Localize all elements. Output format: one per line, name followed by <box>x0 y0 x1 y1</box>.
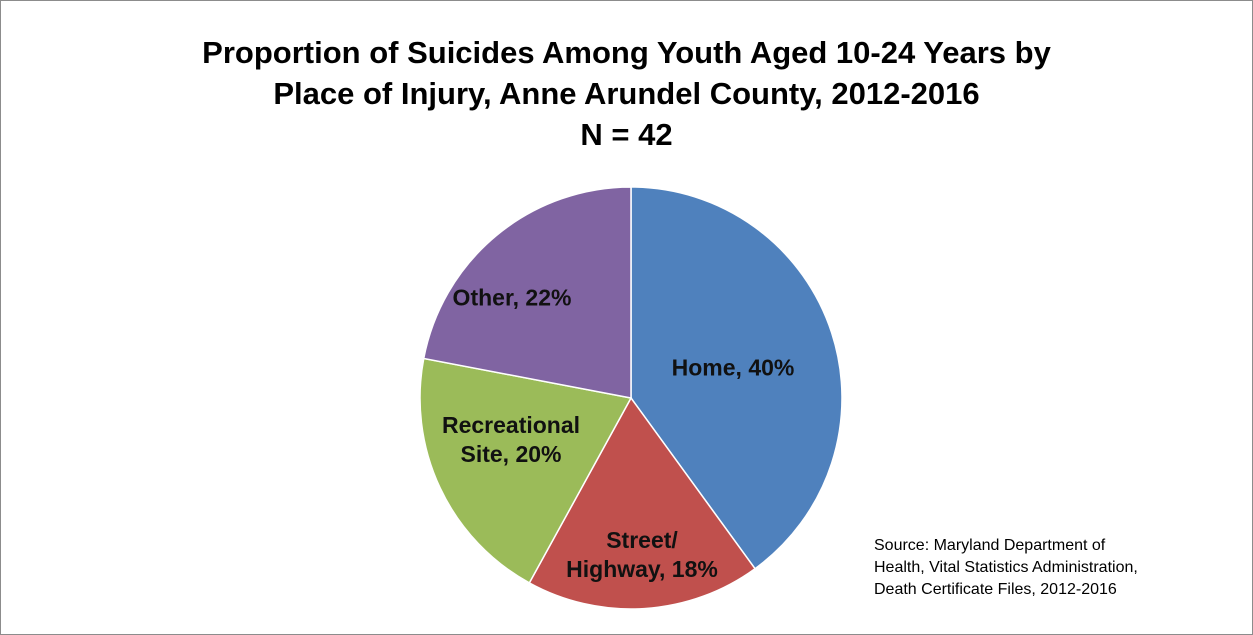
pie-label-line: Other, 22% <box>452 284 572 311</box>
pie-label-line: Recreational <box>441 412 581 438</box>
pie-label-line: Site, 20% <box>460 441 562 467</box>
chart-title-line-3: N = 42 <box>580 117 673 152</box>
pie-slice-other <box>422 186 632 399</box>
source-line-1: Source: Maryland Department of <box>874 537 1106 554</box>
pie-label-street-highway: Street/Highway, 18% <box>566 526 718 584</box>
pie-label-line: Home, 40% <box>671 354 795 381</box>
chart-title-line-1: Proportion of Suicides Among Youth Aged … <box>202 35 1051 70</box>
source-line-2: Health, Vital Statistics Administration, <box>874 559 1138 576</box>
pie-label-home: Home, 40% <box>672 354 795 383</box>
pie-slice-recreational-site <box>419 357 633 584</box>
chart-title: Proportion of Suicides Among Youth Aged … <box>0 32 1253 155</box>
chart-title-line-2: Place of Injury, Anne Arundel County, 20… <box>273 76 980 111</box>
source-line-3: Death Certificate Files, 2012-2016 <box>874 581 1117 598</box>
pie-slices <box>419 186 843 610</box>
pie-slice-home <box>630 186 843 570</box>
pie-label-recreational-site: Recreational Site, 20% <box>442 411 580 469</box>
pie-label-line: Highway, 18% <box>566 556 718 582</box>
source-note: Source: Maryland Department of Health, V… <box>874 535 1138 601</box>
pie-label-other: Other, 22% <box>453 284 572 313</box>
pie-slice-street-highway <box>528 396 757 610</box>
pie-label-line: Street/ <box>606 527 678 553</box>
